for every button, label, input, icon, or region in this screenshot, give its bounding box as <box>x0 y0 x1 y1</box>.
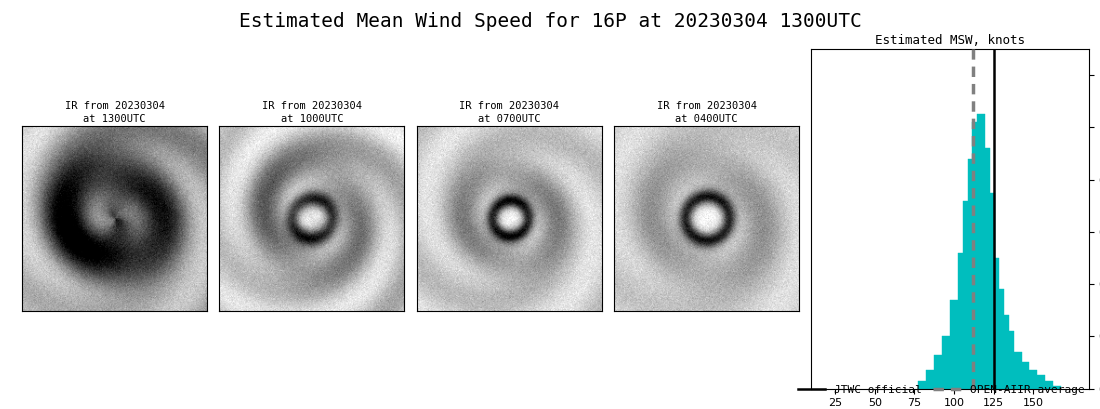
Bar <box>997 289 1004 389</box>
Title: IR from 20230304
at 0400UTC: IR from 20230304 at 0400UTC <box>657 101 757 124</box>
Bar <box>991 258 1000 389</box>
Bar <box>1013 352 1022 389</box>
Legend: JTWC official, OPEN-AIIR average: JTWC official, OPEN-AIIR average <box>793 380 1089 399</box>
Bar <box>1022 362 1030 389</box>
Bar <box>926 370 934 389</box>
Title: IR from 20230304
at 1300UTC: IR from 20230304 at 1300UTC <box>65 101 165 124</box>
Title: IR from 20230304
at 1000UTC: IR from 20230304 at 1000UTC <box>262 101 362 124</box>
Bar <box>950 300 958 389</box>
Bar <box>972 122 980 389</box>
Bar <box>918 381 926 389</box>
Bar <box>962 200 971 389</box>
Title: IR from 20230304
at 0700UTC: IR from 20230304 at 0700UTC <box>459 101 559 124</box>
Text: Estimated Mean Wind Speed for 16P at 20230304 1300UTC: Estimated Mean Wind Speed for 16P at 202… <box>239 12 861 31</box>
Bar <box>934 355 943 389</box>
Bar <box>1037 375 1045 389</box>
Bar <box>1001 315 1009 389</box>
Bar <box>968 159 976 389</box>
Bar <box>977 115 986 389</box>
Bar <box>982 148 990 389</box>
Bar <box>1030 370 1037 389</box>
Bar <box>987 193 994 389</box>
Bar <box>958 253 966 389</box>
Bar <box>1045 381 1054 389</box>
Bar <box>1054 386 1062 389</box>
Bar <box>943 336 950 389</box>
Bar <box>1005 331 1013 389</box>
Title: Estimated MSW, knots: Estimated MSW, knots <box>876 34 1025 47</box>
